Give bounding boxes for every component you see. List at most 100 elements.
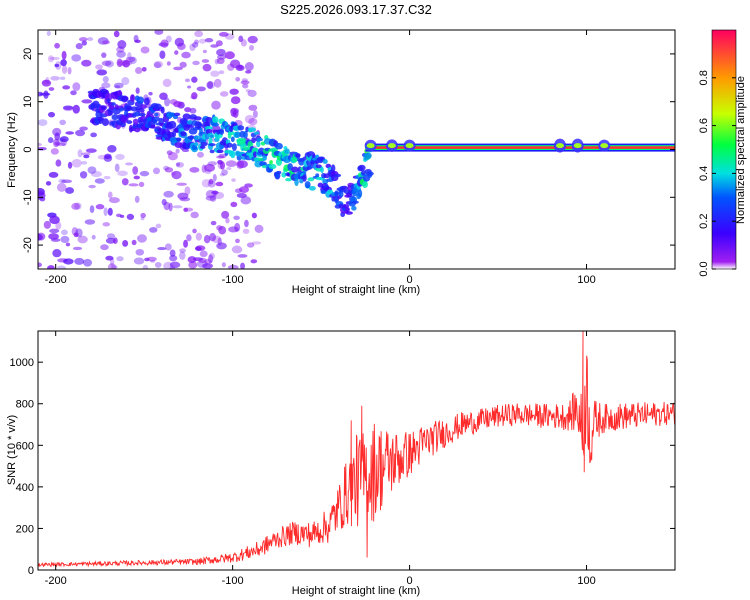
heatmap-cell: [47, 55, 55, 63]
x-tick-label: -200: [45, 274, 67, 286]
top-x-ticks: -200 -100 0 100: [45, 30, 596, 286]
y-tick-label: -20: [22, 237, 34, 253]
heatmap-cell: [169, 112, 176, 117]
heatmap-cell: [62, 85, 71, 90]
heatmap-cell: [197, 151, 204, 158]
heatmap-cell: [187, 85, 192, 89]
heatmap-cell: [187, 256, 197, 264]
heatmap-cell: [133, 257, 145, 265]
heatmap-cell: [51, 238, 61, 242]
heatmap-cell: [176, 182, 188, 186]
heatmap-cell: [61, 179, 73, 184]
heatmap-cell: [199, 145, 206, 149]
x-tick-label: 0: [407, 274, 413, 286]
heatmap-cell: [320, 189, 327, 195]
heatmap-cell: [248, 104, 258, 111]
heatmap-cell: [201, 164, 207, 173]
heatmap-cell: [88, 184, 96, 189]
heatmap-cell: [174, 50, 179, 55]
heatmap-cell: [55, 61, 62, 70]
heatmap-cell: [128, 183, 139, 187]
heatmap-cell: [134, 195, 140, 203]
heatmap-cell: [247, 89, 257, 97]
heatmap-cell: [101, 118, 110, 126]
heatmap-cell: [189, 43, 196, 52]
heatmap-cell: [38, 262, 42, 268]
heatmap-cell: [116, 50, 126, 58]
heatmap-cell: [108, 197, 120, 204]
heatmap-cell: [250, 259, 258, 264]
heatmap-cell: [110, 265, 118, 269]
heatmap-cell: [81, 40, 88, 46]
heatmap-cell: [207, 161, 217, 166]
heatmap-cell: [121, 178, 129, 186]
heatmap-cell: [150, 124, 156, 129]
heatmap-cell: [189, 167, 200, 173]
heatmap-cell: [75, 129, 86, 137]
colorbar-ticks: 0.0 0.2 0.4 0.6 0.8: [698, 70, 736, 277]
heatmap-cell: [215, 181, 224, 187]
heatmap-cell: [54, 132, 61, 141]
heatmap-cell: [63, 106, 74, 112]
heatmap-cell: [106, 233, 116, 240]
heatmap-cell: [59, 136, 69, 143]
heatmap-cell: [167, 152, 178, 161]
heatmap-cell: [225, 160, 237, 168]
heatmap-cell: [95, 204, 105, 210]
x-tick-label: -100: [222, 575, 244, 587]
heatmap-cell: [193, 116, 202, 121]
heatmap-cell: [65, 131, 74, 135]
heatmap-cell: [136, 108, 145, 113]
heatmap-cell: [129, 56, 137, 65]
heatmap-cell: [192, 228, 197, 234]
heatmap-cell: [252, 151, 258, 158]
heatmap-cell: [176, 161, 184, 168]
heatmap-cell: [72, 104, 80, 114]
heatmap-cell: [322, 159, 328, 165]
top-y-axis-label: Frequency (Hz): [6, 112, 18, 188]
heatmap-cell: [185, 124, 194, 129]
heatmap-cell: [71, 158, 82, 168]
heatmap-cell: [208, 178, 214, 185]
heatmap-cell: [192, 60, 200, 66]
heatmap-cell: [48, 171, 59, 178]
y-tick-label: 600: [16, 440, 34, 452]
heatmap-cell: [251, 137, 256, 144]
heatmap-cell: [242, 83, 249, 89]
heatmap-cell: [129, 94, 136, 102]
heatmap-cell: [184, 107, 192, 113]
bottom-x-ticks: -200 -100 0 100: [45, 331, 596, 587]
heatmap-cell: [126, 213, 135, 221]
heatmap-cell: [103, 175, 111, 180]
heatmap-cell: [202, 49, 207, 54]
heatmap-cell: [164, 243, 172, 251]
heatmap-cell: [169, 249, 176, 257]
heatmap-cell: [237, 254, 248, 258]
heatmap-cell: [299, 178, 304, 184]
heatmap-cell: [358, 189, 363, 198]
heatmap-cell: [230, 107, 240, 115]
heatmap-cell: [244, 62, 254, 71]
heatmap-cell: [59, 119, 66, 126]
heatmap-cell: [140, 212, 146, 219]
y-tick-label: 800: [16, 399, 34, 411]
heatmap-cell: [61, 65, 68, 74]
heatmap-cell: [172, 205, 183, 209]
heatmap-cell: [154, 262, 162, 268]
heatmap-cell: [247, 35, 258, 44]
heatmap-cell: [281, 172, 287, 178]
heatmap-cell: [121, 95, 128, 103]
heatmap-cell: [54, 63, 60, 68]
heatmap-cell: [47, 265, 55, 269]
heatmap-cell: [254, 224, 264, 233]
heatmap-cell: [131, 239, 137, 246]
heatmap-cell: [153, 62, 162, 69]
chart-title: S225.2026.093.17.37.C32: [280, 2, 432, 17]
heatmap-cell: [190, 211, 199, 219]
heatmap-cell: [56, 182, 67, 192]
heatmap-cell: [182, 113, 191, 120]
heatmap-cell: [67, 67, 72, 75]
heatmap-cell: [192, 41, 199, 48]
heatmap-cell: [235, 76, 241, 82]
y-tick-label: 400: [16, 482, 34, 494]
